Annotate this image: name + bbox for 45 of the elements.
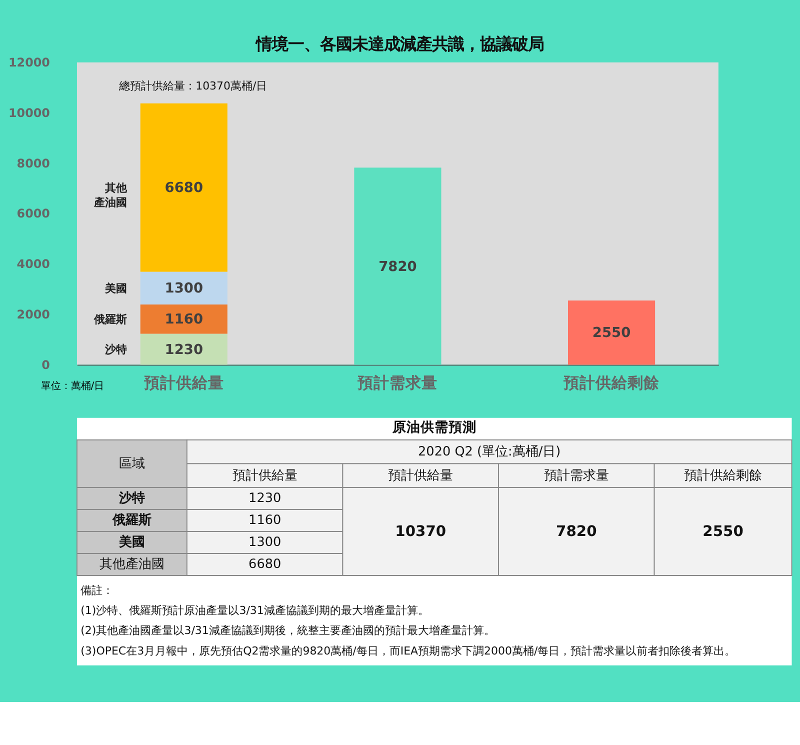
data-label: 6680 — [164, 180, 204, 196]
text: 原油供需預測 — [391, 420, 476, 436]
text: 其他產油國 — [99, 557, 164, 572]
y-tick-label: 2000 — [16, 307, 50, 322]
data-label: 1160 — [164, 312, 204, 328]
y-axis-title: 單位：萬桶/日 — [40, 380, 104, 392]
series-label: 沙特 — [104, 342, 128, 356]
y-tick-label: 0 — [42, 358, 50, 372]
text: 10370 — [395, 523, 446, 540]
text: 預計供給量 — [388, 468, 454, 484]
text: (2)其他產油國產量以3/31減產協議到期後，統整主要產油國的預計最大增產量計算。 — [80, 624, 495, 638]
text: 1300 — [248, 535, 282, 550]
text: 沙特 — [118, 491, 145, 506]
text: (1)沙特、俄羅斯預計原油產量以3/31減產協議到期的最大增產量計算。 — [80, 604, 429, 617]
text: 預計需求量 — [544, 468, 609, 484]
y-tick-label: 6000 — [16, 206, 50, 221]
y-tick-label: 8000 — [16, 156, 50, 170]
total-label: 總預計供給量 : 10370萬桶/日 — [118, 80, 268, 93]
data-label: 1300 — [164, 280, 204, 297]
text: 備註： — [80, 584, 114, 597]
x-tick-label: 預計供給量 — [142, 374, 224, 392]
text: 1160 — [248, 513, 282, 528]
y-tick-label: 10000 — [8, 106, 50, 120]
text: 區域 — [118, 456, 145, 472]
text: (3)OPEC在3月月報中，原先預估Q2需求量的9820萬桶/每日，而IEA預期需求下調2000萬桶/每日，預計需求量以前者扣除後者算出。 — [80, 644, 736, 658]
x-tick-label: 預計供給剩餘 — [562, 374, 661, 392]
y-tick-label: 4000 — [16, 257, 50, 272]
text: 7820 — [556, 523, 597, 540]
text: 1230 — [248, 491, 282, 506]
series-label: 美國 — [104, 282, 128, 295]
series-label: 俄羅斯 — [93, 312, 128, 326]
text: 俄羅斯 — [111, 513, 152, 528]
text: 預計供給量 — [232, 468, 298, 484]
text: 2550 — [702, 523, 744, 540]
data-label: 2550 — [592, 325, 631, 342]
chart-title: 情境一、各國未達成減產共識，協議破局 — [255, 34, 544, 54]
data-label: 1230 — [164, 342, 204, 358]
text: 2020 Q2 (單位:萬桶/日) — [418, 444, 561, 460]
text: 預計供給剩餘 — [684, 468, 762, 484]
series-label: 其他產油國 — [93, 181, 128, 209]
x-tick-label: 預計需求量 — [356, 374, 438, 392]
text: 美國 — [118, 534, 145, 550]
y-tick-label: 12000 — [8, 55, 50, 70]
text: 6680 — [248, 557, 282, 572]
data-label: 7820 — [378, 258, 417, 275]
